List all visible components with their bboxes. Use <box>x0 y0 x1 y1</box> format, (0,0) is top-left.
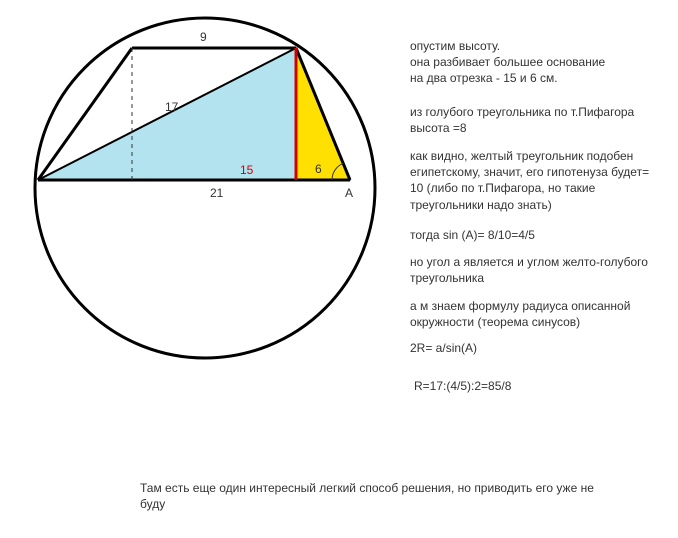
explanation-block-7: 2R= a/sin(A) <box>410 340 665 356</box>
footer-note: Там есть еще один интересный легкий спос… <box>140 480 640 512</box>
figure-canvas: 9 17 15 6 21 A опустим высоту. она разби… <box>0 0 678 538</box>
explanation-block-4: тогда sin (A)= 8/10=4/5 <box>410 227 665 243</box>
label-red-15: 15 <box>240 163 253 177</box>
circle <box>35 18 375 358</box>
label-top-9: 9 <box>200 30 207 44</box>
explanation-block-8: R=17:(4/5):2=85/8 <box>414 378 669 394</box>
explanation-block-2: из голубого треугольника по т.Пифагора в… <box>410 104 665 136</box>
explanation-block-5: но угол а является и углом желто-голубог… <box>410 254 665 286</box>
explanation-block-6: а м знаем формулу радиуса описанной окру… <box>410 298 665 330</box>
label-seg-6: 6 <box>315 162 322 176</box>
label-bottom-21: 21 <box>210 186 223 200</box>
label-vertex-A: A <box>345 186 353 200</box>
explanation-block-3: как видно, желтый треугольник подобен ег… <box>410 148 665 213</box>
explanation-block-1: опустим высоту. она разбивает большее ос… <box>410 38 665 87</box>
label-diag-17: 17 <box>165 100 178 114</box>
